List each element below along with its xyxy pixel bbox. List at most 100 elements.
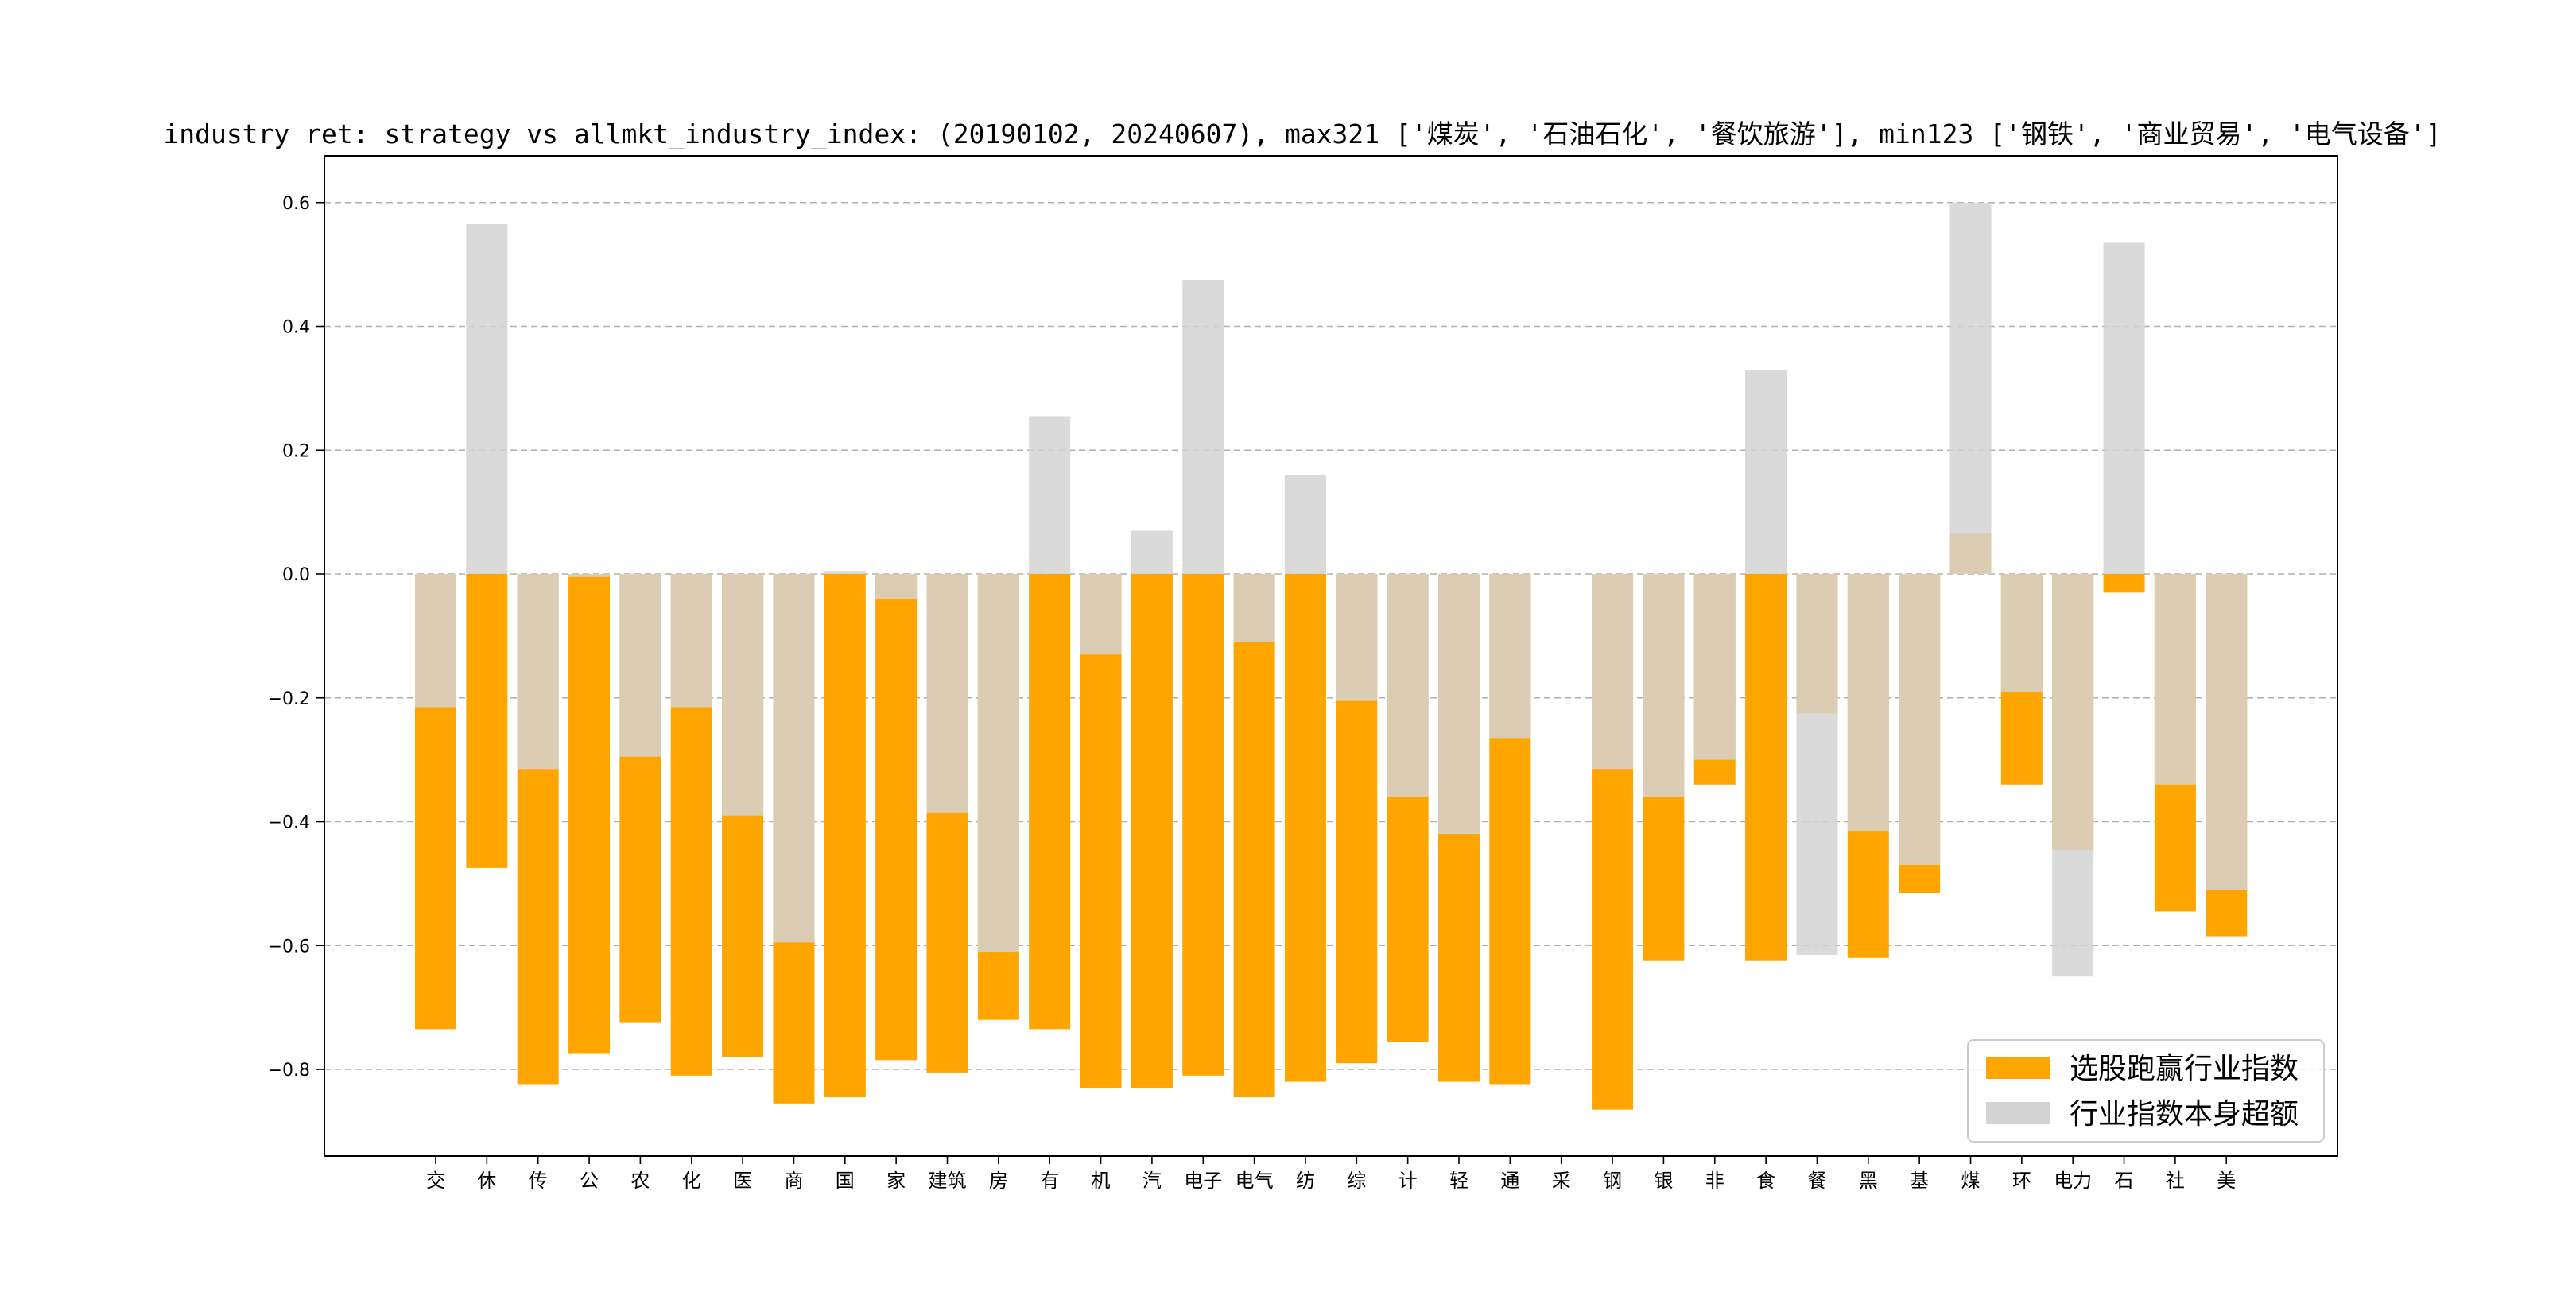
x-tick-label: 综 bbox=[1347, 1170, 1366, 1192]
y-tick-label: 0.4 bbox=[282, 318, 310, 338]
bar-industry-25 bbox=[1693, 574, 1736, 760]
bar-industry-14 bbox=[1131, 530, 1173, 574]
bar-industry-31 bbox=[2000, 574, 2043, 692]
y-tick-label: −0.6 bbox=[268, 937, 310, 956]
y-tick-label: 0.2 bbox=[282, 441, 310, 461]
legend: 选股跑赢行业指数 行业指数本身超额 bbox=[1967, 1039, 2325, 1143]
bar-industry-19 bbox=[1387, 574, 1429, 797]
x-tick-label: 交 bbox=[426, 1170, 445, 1192]
bar-strategy-26 bbox=[1745, 574, 1787, 961]
x-tick-label: 通 bbox=[1500, 1170, 1519, 1192]
x-tick-label: 国 bbox=[836, 1170, 855, 1192]
x-tick-label: 建筑 bbox=[929, 1170, 967, 1192]
bar-strategy-15 bbox=[1182, 574, 1224, 1076]
bar-strategy-16 bbox=[1233, 574, 1275, 1098]
bar-industry-3 bbox=[568, 574, 611, 577]
legend-label-strategy: 选股跑赢行业指数 bbox=[2070, 1053, 2299, 1085]
x-tick-label: 农 bbox=[630, 1170, 650, 1192]
x-tick-label: 汽 bbox=[1143, 1170, 1162, 1192]
x-tick-label: 电气 bbox=[1236, 1170, 1274, 1192]
y-tick-label: −0.8 bbox=[268, 1061, 310, 1081]
y-tick-label: 0.0 bbox=[282, 565, 310, 585]
legend-swatch-industry bbox=[1986, 1102, 2050, 1124]
chart-title: industry ret: strategy vs allmkt_industr… bbox=[163, 118, 2441, 150]
bar-strategy-3 bbox=[568, 574, 611, 1054]
x-tick-label: 电力 bbox=[2054, 1170, 2092, 1192]
bar-industry-9 bbox=[875, 574, 918, 599]
x-tick-label: 煤 bbox=[1961, 1170, 1980, 1192]
x-tick-label: 采 bbox=[1552, 1170, 1571, 1192]
bar-industry-12 bbox=[1029, 416, 1071, 574]
bar-industry-2 bbox=[517, 574, 559, 770]
bar-strategy-14 bbox=[1131, 574, 1173, 1088]
bar-strategy-8 bbox=[824, 574, 866, 1098]
legend-box bbox=[1967, 1039, 2325, 1143]
bar-industry-29 bbox=[1899, 574, 1941, 866]
bar-industry-11 bbox=[977, 574, 1019, 953]
x-tick-label: 石 bbox=[2115, 1170, 2134, 1192]
bar-industry-15 bbox=[1182, 280, 1224, 574]
bar-industry-13 bbox=[1080, 574, 1122, 655]
x-tick-label: 化 bbox=[682, 1170, 701, 1192]
bar-strategy-12 bbox=[1029, 574, 1071, 1030]
x-tick-label: 机 bbox=[1092, 1170, 1111, 1192]
bar-industry-5 bbox=[670, 574, 712, 708]
x-tick-label: 计 bbox=[1399, 1170, 1418, 1192]
x-tick-label: 家 bbox=[886, 1170, 906, 1192]
series-1-bars bbox=[415, 202, 2248, 977]
bar-industry-34 bbox=[2154, 574, 2196, 785]
x-tick-label: 商 bbox=[784, 1170, 803, 1192]
bar-industry-33 bbox=[2103, 242, 2145, 574]
bar-industry-30 bbox=[1949, 202, 1992, 574]
bar-industry-28 bbox=[1847, 574, 1889, 832]
x-tick-label: 环 bbox=[2012, 1170, 2031, 1192]
x-tick-label: 轻 bbox=[1449, 1170, 1468, 1192]
x-tick-label: 电子 bbox=[1184, 1170, 1222, 1192]
x-tick-label: 钢 bbox=[1603, 1170, 1622, 1192]
bar-strategy-13 bbox=[1080, 574, 1122, 1088]
x-tick-label: 银 bbox=[1654, 1170, 1673, 1192]
x-tick-label: 餐 bbox=[1807, 1170, 1826, 1192]
x-tick-label: 公 bbox=[580, 1170, 599, 1192]
x-tick-label: 纺 bbox=[1296, 1170, 1315, 1192]
x-tick-label: 食 bbox=[1756, 1170, 1775, 1192]
bar-industry-27 bbox=[1796, 574, 1838, 955]
bar-industry-10 bbox=[926, 574, 968, 813]
x-tick-label: 美 bbox=[2217, 1170, 2236, 1192]
bars bbox=[415, 202, 2248, 1110]
bar-industry-0 bbox=[415, 574, 456, 708]
y-axis-ticks: 0.6 0.4 0.2 0.0 −0.2 −0.4 −0.6 −0.8 bbox=[268, 194, 324, 1081]
x-tick-label: 传 bbox=[529, 1170, 548, 1192]
bar-strategy-17 bbox=[1284, 574, 1326, 1082]
x-axis-ticks: 交 休 传 公 农 化 医 商 国 家 建筑房 有 机 汽电子 电气纺 综 计 轻 通 采 钢 银 非 食 餐 黑 基 煤 环 电力 石 社 美 bbox=[426, 1156, 2236, 1192]
bar-industry-24 bbox=[1643, 574, 1685, 797]
x-tick-label: 休 bbox=[477, 1170, 496, 1192]
bar-industry-17 bbox=[1284, 475, 1326, 574]
bar-industry-16 bbox=[1233, 574, 1275, 642]
bar-industry-4 bbox=[619, 574, 661, 757]
y-tick-label: −0.4 bbox=[268, 813, 310, 833]
legend-swatch-strategy bbox=[1986, 1057, 2050, 1079]
bar-industry-6 bbox=[722, 574, 764, 816]
x-tick-label: 非 bbox=[1705, 1170, 1724, 1192]
y-tick-label: 0.6 bbox=[282, 194, 310, 214]
bar-industry-35 bbox=[2206, 574, 2248, 890]
x-tick-label: 基 bbox=[1910, 1170, 1929, 1192]
bar-industry-26 bbox=[1745, 370, 1787, 574]
y-tick-label: −0.2 bbox=[268, 689, 310, 709]
plot-frame bbox=[324, 155, 2338, 1157]
bar-industry-8 bbox=[824, 571, 866, 574]
x-tick-label: 社 bbox=[2166, 1170, 2185, 1192]
legend-label-industry: 行业指数本身超额 bbox=[2070, 1098, 2299, 1131]
bar-industry-20 bbox=[1438, 574, 1480, 835]
bar-strategy-9 bbox=[875, 574, 918, 1061]
bar-strategy-1 bbox=[466, 574, 508, 868]
x-tick-label: 医 bbox=[733, 1170, 752, 1192]
x-tick-label: 房 bbox=[989, 1170, 1008, 1192]
bar-industry-32 bbox=[2052, 574, 2094, 977]
x-tick-label: 黑 bbox=[1859, 1170, 1878, 1192]
bar-industry-7 bbox=[773, 574, 815, 943]
bar-strategy-33 bbox=[2103, 574, 2145, 593]
